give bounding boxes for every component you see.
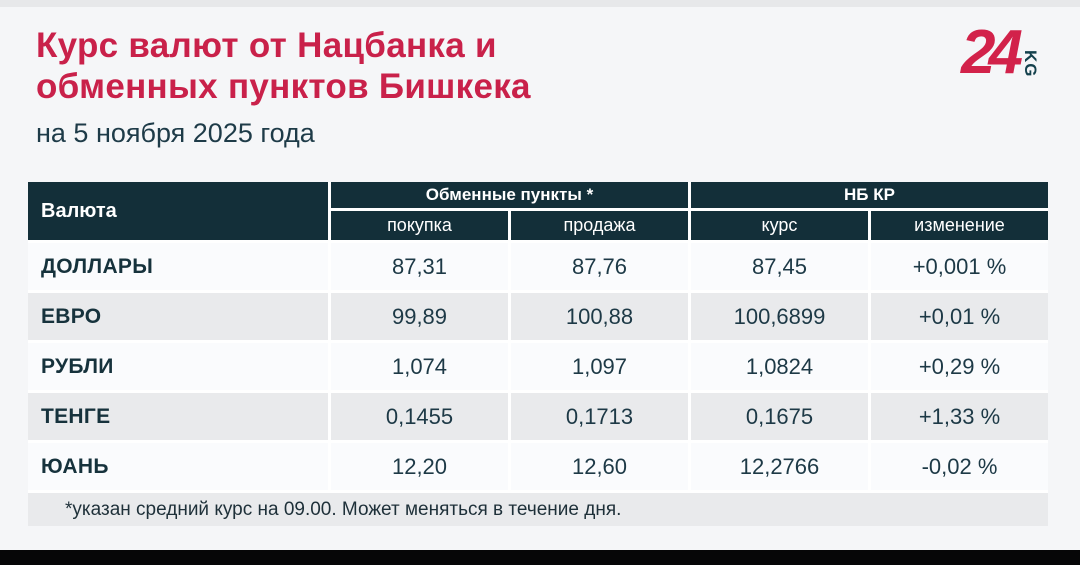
group-header-exchange-points: Обменные пункты * bbox=[331, 182, 688, 208]
bottom-edge-strip bbox=[0, 550, 1080, 565]
sell-value: 0,1713 bbox=[511, 393, 688, 440]
buy-value: 87,31 bbox=[331, 243, 508, 290]
sell-value: 100,88 bbox=[511, 293, 688, 340]
rate-value: 1,0824 bbox=[691, 343, 868, 390]
table-footnote: *указан средний курс на 09.00. Может мен… bbox=[28, 493, 1048, 526]
buy-value: 0,1455 bbox=[331, 393, 508, 440]
change-value: -0,02 % bbox=[871, 443, 1048, 490]
group-header-nbkr: НБ КР bbox=[691, 182, 1048, 208]
change-value: +0,29 % bbox=[871, 343, 1048, 390]
change-value: +0,001 % bbox=[871, 243, 1048, 290]
currency-name: ЕВРО bbox=[28, 293, 328, 340]
page-title-line1: Курс валют от Нацбанка и bbox=[36, 26, 497, 65]
rate-value: 100,6899 bbox=[691, 293, 868, 340]
logo-24-icon: 24 bbox=[961, 18, 1023, 87]
column-header-sell: продажа bbox=[511, 211, 688, 240]
rate-value: 12,2766 bbox=[691, 443, 868, 490]
rate-value: 0,1675 bbox=[691, 393, 868, 440]
buy-value: 1,074 bbox=[331, 343, 508, 390]
column-header-buy: покупка bbox=[331, 211, 508, 240]
logo-24kg: 24 KG bbox=[961, 18, 1040, 87]
currency-name: РУБЛИ bbox=[28, 343, 328, 390]
rates-table: Валюта Обменные пункты * НБ КР покупка п… bbox=[28, 182, 1048, 526]
sell-value: 12,60 bbox=[511, 443, 688, 490]
buy-value: 12,20 bbox=[331, 443, 508, 490]
rate-value: 87,45 bbox=[691, 243, 868, 290]
page-title-line2: обменных пунктов Бишкека bbox=[36, 66, 531, 106]
page-title: Курс валют от Нацбанка и обменных пунктов… bbox=[36, 26, 531, 108]
column-header-change: изменение bbox=[871, 211, 1048, 240]
column-header-currency: Валюта bbox=[28, 182, 328, 240]
currency-name: ДОЛЛАРЫ bbox=[28, 243, 328, 290]
change-value: +1,33 % bbox=[871, 393, 1048, 440]
sell-value: 1,097 bbox=[511, 343, 688, 390]
date-subtitle: на 5 ноября 2025 года bbox=[36, 118, 315, 148]
logo-kg-label: KG bbox=[1021, 50, 1040, 78]
sell-value: 87,76 bbox=[511, 243, 688, 290]
currency-name: ЮАНЬ bbox=[28, 443, 328, 490]
column-header-rate: курс bbox=[691, 211, 868, 240]
currency-name: ТЕНГЕ bbox=[28, 393, 328, 440]
top-edge-strip bbox=[0, 0, 1080, 7]
buy-value: 99,89 bbox=[331, 293, 508, 340]
change-value: +0,01 % bbox=[871, 293, 1048, 340]
